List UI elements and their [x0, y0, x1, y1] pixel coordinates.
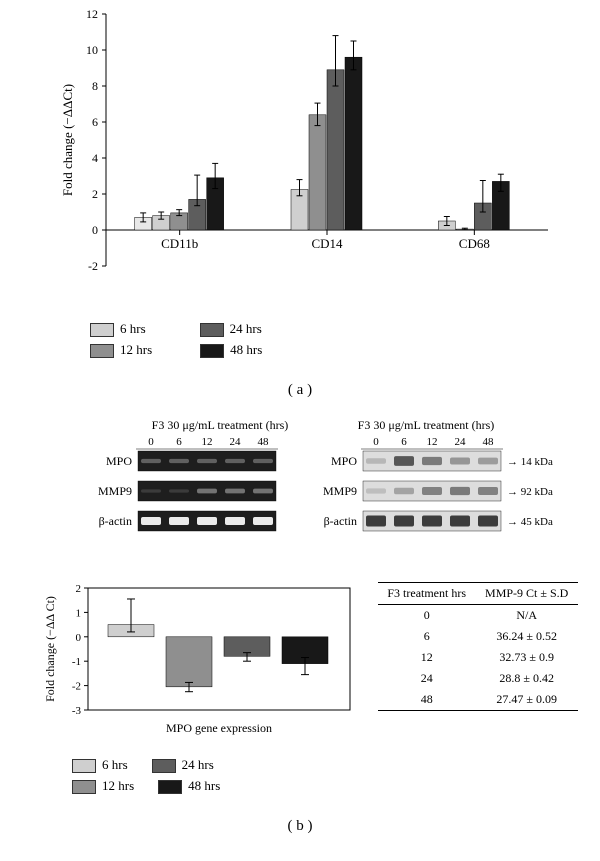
- svg-text:CD68: CD68: [459, 236, 490, 251]
- svg-text:β-actin: β-actin: [99, 514, 132, 528]
- table-cell: 12: [378, 647, 475, 668]
- table-cell: 28.8 ± 0.42: [475, 668, 578, 689]
- svg-text:-1: -1: [72, 656, 81, 668]
- svg-text:→ 45 kDa: → 45 kDa: [507, 516, 553, 528]
- chart-b-legend: 6 hrs 24 hrs 12 hrs 48 hrs: [72, 756, 332, 798]
- legend-b-24hrs: 24 hrs: [152, 757, 214, 773]
- svg-text:4: 4: [92, 151, 98, 165]
- svg-text:0: 0: [148, 436, 154, 448]
- gel-left-svg: 0 6 12 24 48 MPO MMP9 β-actin: [90, 433, 300, 543]
- svg-text:MMP9: MMP9: [323, 484, 357, 498]
- svg-text:48: 48: [258, 436, 270, 448]
- svg-text:CD14: CD14: [311, 236, 343, 251]
- chart-a-container: -2 0 2 4 6 8 10 12 Fold change (−ΔΔCt) CD11b CD14 C…: [58, 6, 558, 306]
- svg-text:48: 48: [483, 436, 495, 448]
- svg-text:MPO: MPO: [331, 454, 357, 468]
- svg-text:12: 12: [427, 436, 438, 448]
- svg-text:CD11b: CD11b: [161, 236, 198, 251]
- table-cell: 24: [378, 668, 475, 689]
- svg-text:12: 12: [202, 436, 213, 448]
- svg-text:0: 0: [76, 632, 82, 644]
- svg-text:→ 92 kDa: → 92 kDa: [507, 486, 553, 498]
- panel-b-label: ( b ): [0, 818, 600, 835]
- gel-right-header: F3 30 μg/mL treatment (hrs): [327, 418, 525, 433]
- panel-a-label: ( a ): [0, 382, 600, 399]
- svg-text:MPO gene expression: MPO gene expression: [166, 721, 272, 735]
- gel-left-header: F3 30 μg/mL treatment (hrs): [140, 418, 300, 433]
- svg-text:-2: -2: [88, 259, 98, 273]
- chart-b-container: -3 -2 -1 0 1 2 Fold change (−ΔΔ Ct) MPO gene ex…: [40, 578, 360, 738]
- svg-text:10: 10: [86, 43, 98, 57]
- svg-text:6: 6: [401, 436, 407, 448]
- gel-left: F3 30 μg/mL treatment (hrs) 0 6 12 24 48 MPO M…: [90, 418, 300, 548]
- legend-b-6hrs: 6 hrs: [72, 757, 128, 773]
- svg-text:Fold change (−ΔΔ Ct): Fold change (−ΔΔ Ct): [43, 596, 57, 702]
- svg-text:12: 12: [86, 7, 98, 21]
- svg-text:→ 14 kDa: → 14 kDa: [507, 456, 553, 468]
- svg-text:-2: -2: [72, 681, 81, 693]
- figure-page: -2024681012Fold change (−ΔΔCt)CD11bCD14C…: [0, 0, 600, 861]
- svg-text:2: 2: [92, 187, 98, 201]
- legend-a-12hrs: 12 hrs: [90, 342, 152, 358]
- table-cell: N/A: [475, 605, 578, 627]
- legend-a-6hrs: 6 hrs: [90, 321, 146, 337]
- table-col1: F3 treatment hrs: [378, 583, 475, 605]
- table-cell: 0: [378, 605, 475, 627]
- legend-a-24hrs: 24 hrs: [200, 321, 262, 337]
- svg-text:β-actin: β-actin: [324, 514, 357, 528]
- legend-b-12hrs: 12 hrs: [72, 778, 134, 794]
- table-cell: 32.73 ± 0.9: [475, 647, 578, 668]
- legend-b-48hrs: 48 hrs: [158, 778, 220, 794]
- table-col2: MMP-9 Ct ± S.D: [475, 583, 578, 605]
- table-cell: 36.24 ± 0.52: [475, 626, 578, 647]
- gel-right-svg: 0 6 12 24 48 MPO → 14 kDa MMP9 → 92 kDa β-actin → …: [315, 433, 575, 543]
- svg-text:-3: -3: [72, 705, 82, 717]
- chart-a: -2 0 2 4 6 8 10 12 Fold change (−ΔΔCt) CD11b CD14 C…: [58, 6, 558, 306]
- mmp9-table-el: F3 treatment hrs MMP-9 Ct ± S.D 0N/A636.…: [378, 582, 578, 711]
- svg-text:1: 1: [76, 607, 82, 619]
- svg-text:8: 8: [92, 79, 98, 93]
- svg-text:6: 6: [176, 436, 182, 448]
- mmp9-table: F3 treatment hrs MMP-9 Ct ± S.D 0N/A636.…: [378, 582, 578, 711]
- svg-text:MPO: MPO: [106, 454, 132, 468]
- svg-text:24: 24: [455, 436, 467, 448]
- svg-text:2: 2: [76, 583, 82, 595]
- chart-a-legend: 6 hrs 24 hrs 12 hrs 48 hrs: [90, 320, 390, 362]
- svg-text:24: 24: [230, 436, 242, 448]
- gel-right: F3 30 μg/mL treatment (hrs) 06122448MPO→…: [315, 418, 525, 548]
- svg-text:6: 6: [92, 115, 98, 129]
- svg-text:0: 0: [92, 223, 98, 237]
- table-cell: 6: [378, 626, 475, 647]
- svg-text:MMP9: MMP9: [98, 484, 132, 498]
- legend-a-48hrs: 48 hrs: [200, 342, 262, 358]
- chart-b: -3 -2 -1 0 1 2 Fold change (−ΔΔ Ct) MPO gene ex…: [40, 578, 360, 738]
- table-cell: 48: [378, 689, 475, 711]
- svg-text:Fold change (−ΔΔCt): Fold change (−ΔΔCt): [60, 84, 75, 196]
- table-cell: 27.47 ± 0.09: [475, 689, 578, 711]
- svg-text:0: 0: [373, 436, 379, 448]
